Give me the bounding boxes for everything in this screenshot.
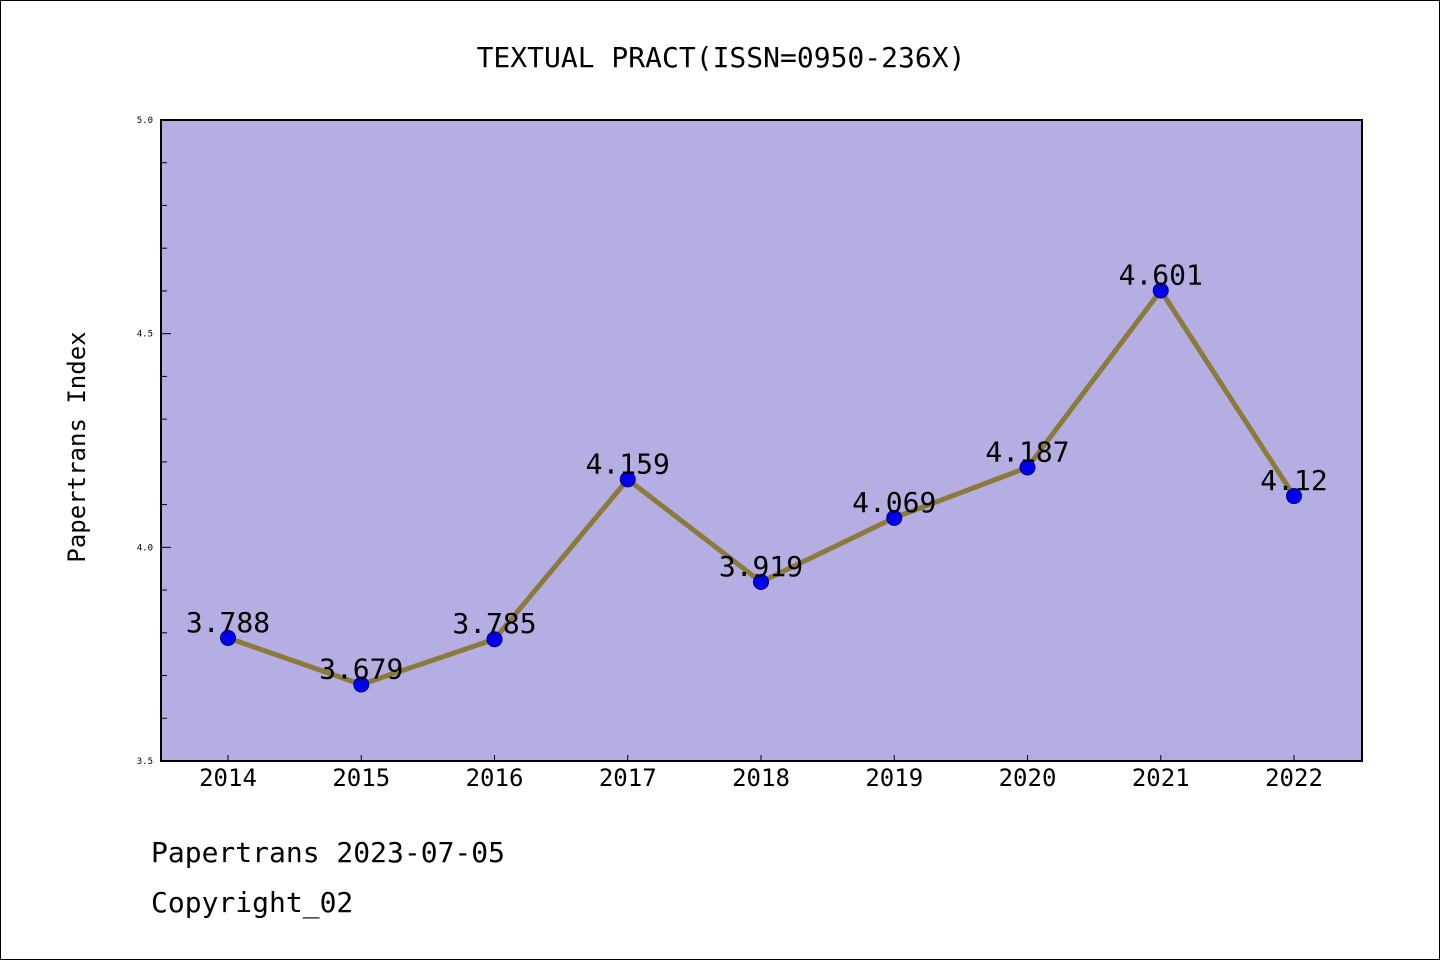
data-series	[220, 282, 1302, 693]
data-point	[619, 471, 636, 488]
x-tick-label: 2014	[199, 764, 257, 792]
x-tick-label: 2019	[865, 764, 923, 792]
data-label: 4.601	[1119, 259, 1203, 292]
data-point	[753, 573, 769, 590]
y-tick-label: 5.0	[137, 116, 153, 126]
x-tick-label: 2022	[1265, 764, 1323, 792]
data-label: 3.679	[319, 653, 403, 686]
y-tick-label: 4.0	[137, 543, 153, 553]
data-point	[1019, 459, 1036, 476]
data-point	[1152, 282, 1169, 299]
y-tick-label: 4.5	[137, 330, 153, 340]
data-point	[1286, 488, 1302, 505]
data-label: 3.788	[186, 606, 270, 639]
y-tick-label: 3.5	[137, 757, 153, 767]
footer-date: Papertrans 2023-07-05	[151, 836, 506, 869]
data-label: 4.069	[852, 486, 936, 519]
data-label: 4.12	[1260, 464, 1327, 497]
chart-title: TEXTUAL PRACT(ISSN=0950-236X)	[477, 41, 966, 74]
x-tick-label: 2021	[1132, 764, 1190, 792]
data-label: 3.919	[719, 550, 803, 583]
data-label: 3.785	[452, 607, 536, 640]
x-tick-label: 2017	[599, 764, 657, 792]
y-axis-label: Papertrans Index	[63, 331, 91, 562]
x-tick-label: 2016	[466, 764, 524, 792]
x-tick-label: 2015	[332, 764, 390, 792]
x-tick-label: 2020	[999, 764, 1057, 792]
data-labels: 3.788 3.679 3.785 4.159 3.919 4.069 4.187 4.601…	[186, 259, 1328, 686]
footer-copyright: Copyright_02	[151, 886, 354, 919]
data-label: 4.159	[586, 447, 670, 480]
data-point	[220, 629, 236, 646]
x-axis-ticks: 2014 2015 2016 2017 2018 2019 2020 2021 2022	[199, 755, 1323, 792]
data-point	[353, 676, 370, 693]
data-point	[486, 631, 503, 648]
x-tick-label: 2018	[732, 764, 790, 792]
y-axis-ticks: 3.5 4.0 4.5 5.0	[137, 116, 171, 767]
plot-area	[160, 119, 1363, 762]
data-point	[886, 509, 903, 526]
data-label: 4.187	[985, 435, 1069, 468]
